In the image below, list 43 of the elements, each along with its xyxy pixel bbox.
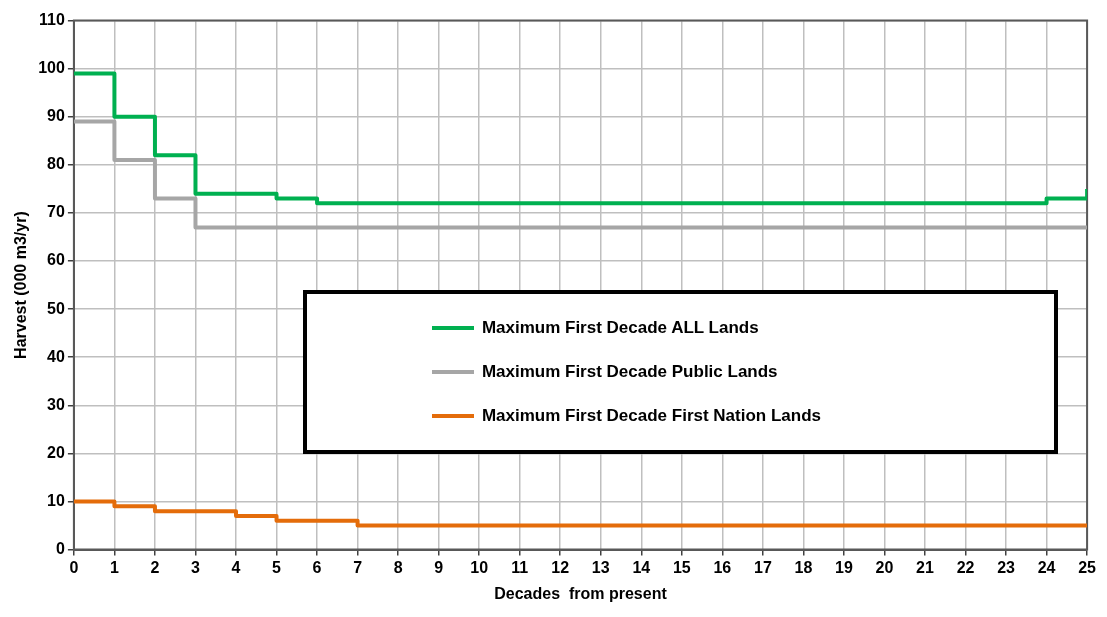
y-axis-title: Harvest (000 m3/yr) — [12, 211, 30, 359]
x-tick-label: 17 — [753, 558, 772, 576]
x-tick-label: 4 — [231, 558, 241, 576]
y-tick-label: 30 — [47, 395, 65, 413]
y-tick-label: 40 — [47, 347, 65, 365]
y-tick-label: 20 — [47, 443, 65, 461]
x-tick-label: 6 — [312, 558, 322, 576]
x-tick-label: 9 — [434, 558, 444, 576]
y-tick-label: 110 — [39, 11, 65, 29]
x-tick-label: 18 — [794, 558, 813, 576]
x-tick-label: 11 — [511, 558, 529, 576]
x-tick-label: 10 — [470, 558, 489, 576]
x-tick-label: 20 — [875, 558, 894, 576]
x-tick-label: 23 — [997, 558, 1016, 576]
y-tick-label: 100 — [38, 59, 65, 77]
x-tick-label: 16 — [713, 558, 732, 576]
y-tick-label: 50 — [47, 299, 65, 317]
x-axis-title: Decades from present — [494, 584, 668, 602]
x-tick-label: 13 — [591, 558, 610, 576]
x-tick-label: 7 — [353, 558, 363, 576]
x-tick-label: 24 — [1037, 558, 1056, 576]
x-tick-label: 5 — [272, 558, 282, 576]
x-tick-label: 14 — [632, 558, 651, 576]
x-tick-label: 15 — [672, 558, 691, 576]
x-tick-label: 21 — [916, 558, 934, 576]
y-tick-label: 10 — [47, 491, 65, 509]
x-tick-label: 8 — [393, 558, 403, 576]
y-tick-label: 0 — [55, 540, 65, 558]
x-tick-label: 19 — [835, 558, 853, 576]
x-tick-label: 0 — [69, 558, 79, 576]
x-tick-label: 3 — [191, 558, 201, 576]
legend-label: Maximum First Decade First Nation Lands — [481, 406, 822, 427]
y-tick-label: 60 — [47, 251, 65, 269]
y-tick-label: 70 — [47, 203, 65, 221]
x-tick-label: 1 — [109, 558, 119, 576]
x-tick-label: 12 — [551, 558, 570, 576]
y-tick-label: 90 — [47, 107, 65, 125]
x-tick-label: 2 — [150, 558, 160, 576]
x-tick-label: 22 — [956, 558, 975, 576]
legend-label: Maximum First Decade Public Lands — [481, 362, 778, 383]
x-tick-label: 25 — [1078, 558, 1097, 576]
legend-label: Maximum First Decade ALL Lands — [481, 318, 759, 339]
y-tick-label: 80 — [47, 155, 65, 173]
